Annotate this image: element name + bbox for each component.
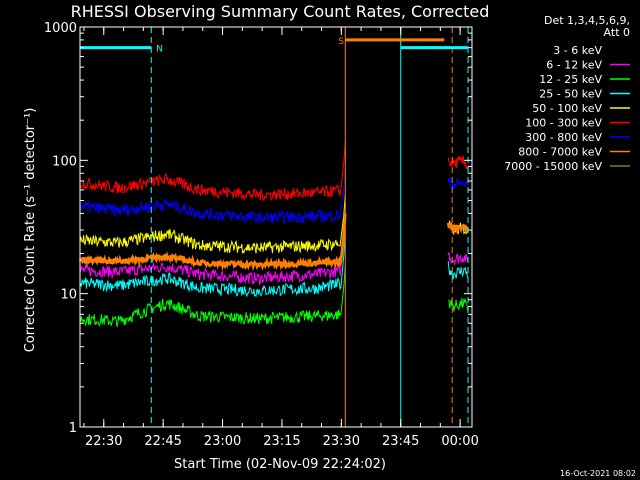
legend-header: Det 1,3,4,5,6,9, [544, 14, 630, 27]
series-line [79, 166, 346, 224]
x-tick-label: 00:00 [441, 434, 478, 449]
flag-label: S [338, 37, 344, 47]
x-tick-label: 22:45 [144, 434, 181, 449]
series-line [448, 297, 468, 312]
y-tick-label: 10 [60, 288, 77, 303]
series-line [79, 266, 346, 328]
y-tick-label: 100 [52, 154, 77, 169]
y-tick-label: 1 [69, 421, 77, 436]
legend-label: 50 - 100 keV [532, 102, 602, 115]
legend-label: 6 - 12 keV [546, 59, 602, 72]
timestamp: 16-Oct-2021 08:02 [560, 469, 636, 478]
x-tick-label: 23:15 [263, 434, 300, 449]
x-axis-label: Start Time (02-Nov-09 22:24:02) [174, 457, 386, 472]
legend-label: 800 - 7000 keV [518, 146, 602, 159]
y-tick-label: 1000 [44, 21, 77, 36]
series-line [447, 155, 468, 170]
axes-layer: 22:30 22:45 23:00 23:15 23:30 23:45 00:00 1 10 10… [44, 21, 479, 449]
legend-label: 12 - 25 keV [539, 73, 602, 86]
series-line [79, 222, 346, 287]
legend-label: 300 - 800 keV [525, 131, 602, 144]
legend-label: 7000 - 15000 keV [504, 160, 602, 173]
series-line [447, 231, 468, 250]
x-tick-label: 23:00 [204, 434, 241, 449]
y-axis-label: Corrected Count Rate (s⁻¹ detector⁻¹) [23, 108, 38, 353]
legend-header: Att 0 [604, 26, 630, 39]
series-line [446, 221, 469, 236]
legend-label: 3 - 6 keV [553, 44, 602, 57]
series-line [78, 213, 347, 272]
legend-label: 25 - 50 keV [539, 88, 602, 101]
series-line [79, 142, 346, 202]
legend-label: 100 - 300 keV [525, 117, 602, 130]
series-line [447, 261, 468, 280]
x-tick-label: 22:30 [85, 434, 122, 449]
series-line [447, 177, 468, 191]
series-line [79, 195, 346, 254]
x-tick-label: 23:45 [382, 434, 419, 449]
series-line [79, 235, 346, 298]
annotation-layer: NS [79, 27, 469, 427]
data-layer [78, 142, 469, 328]
plot-frame [79, 26, 473, 428]
series-line [447, 252, 468, 265]
flag-label: N [156, 45, 163, 55]
x-tick-label: 23:30 [323, 434, 360, 449]
chart-title: RHESSI Observing Summary Count Rates, Co… [71, 2, 490, 21]
legend: Det 1,3,4,5,6,9,Att 03 - 6 keV 6 - 12 keV… [504, 14, 630, 173]
